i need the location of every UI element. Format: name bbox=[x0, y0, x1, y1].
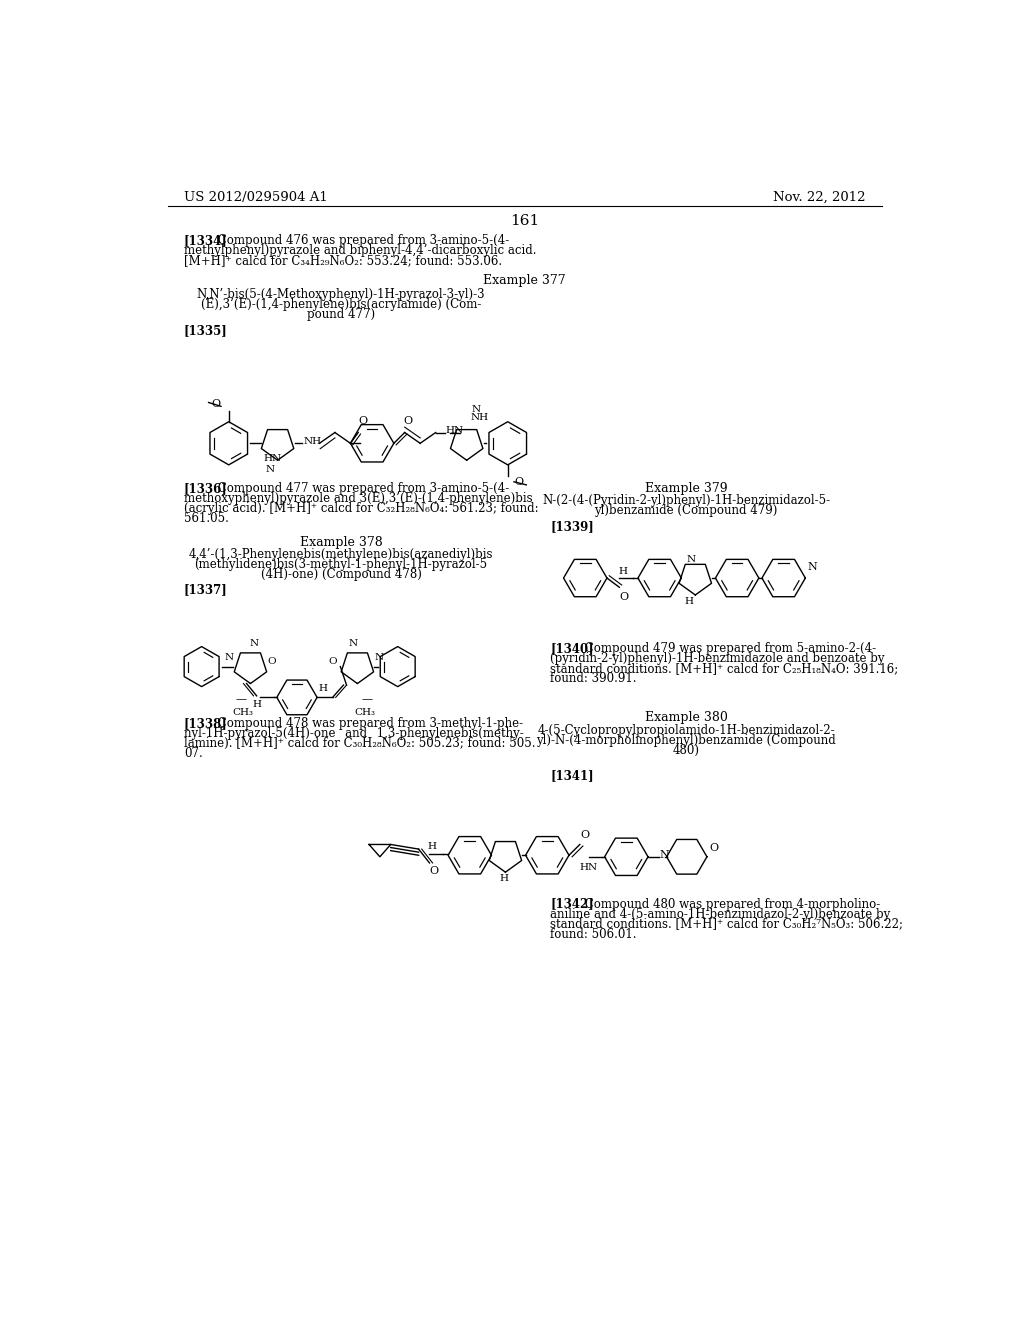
Text: O: O bbox=[429, 866, 438, 876]
Text: [1341]: [1341] bbox=[550, 770, 594, 781]
Text: yl)benzamide (Compound 479): yl)benzamide (Compound 479) bbox=[594, 504, 777, 517]
Text: NH: NH bbox=[471, 413, 488, 422]
Text: N-(2-(4-(Pyridin-2-yl)phenyl)-1H-benzimidazol-5-: N-(2-(4-(Pyridin-2-yl)phenyl)-1H-benzimi… bbox=[542, 494, 830, 507]
Text: [1337]: [1337] bbox=[183, 583, 227, 597]
Text: [1334]: [1334] bbox=[183, 234, 227, 247]
Text: Compound 478 was prepared from 3-methyl-1-phe-: Compound 478 was prepared from 3-methyl-… bbox=[214, 717, 523, 730]
Text: 480): 480) bbox=[673, 743, 699, 756]
Text: NH: NH bbox=[303, 437, 322, 446]
Text: HN: HN bbox=[263, 454, 282, 463]
Text: O: O bbox=[580, 830, 589, 840]
Text: 161: 161 bbox=[510, 214, 540, 228]
Text: [1336]: [1336] bbox=[183, 482, 227, 495]
Text: —: — bbox=[236, 694, 247, 704]
Text: (methylidene)bis(3-methyl-1-phenyl-1H-pyrazol-5: (methylidene)bis(3-methyl-1-phenyl-1H-py… bbox=[195, 558, 487, 572]
Text: N: N bbox=[686, 556, 695, 564]
Text: 07.: 07. bbox=[183, 747, 203, 760]
Text: O: O bbox=[329, 657, 337, 667]
Text: N: N bbox=[265, 465, 274, 474]
Text: O: O bbox=[514, 478, 523, 487]
Text: N: N bbox=[471, 405, 480, 414]
Text: nyl-1H-pyrazol-5(4H)-one  and  1,3-phenylenebis(methy-: nyl-1H-pyrazol-5(4H)-one and 1,3-phenyle… bbox=[183, 726, 523, 739]
Text: standard conditions. [M+H]⁺ calcd for C₂₅H₁₈N₄O: 391.16;: standard conditions. [M+H]⁺ calcd for C₂… bbox=[550, 663, 899, 675]
Text: yl)-N-(4-morpholinophenyl)benzamide (Compound: yl)-N-(4-morpholinophenyl)benzamide (Com… bbox=[537, 734, 836, 747]
Text: (pyridin-2-yl)phenyl)-1H-benzimidazole and benzoate by: (pyridin-2-yl)phenyl)-1H-benzimidazole a… bbox=[550, 652, 885, 665]
Text: Example 380: Example 380 bbox=[644, 711, 727, 725]
Text: O: O bbox=[620, 591, 629, 602]
Text: [1342]: [1342] bbox=[550, 898, 594, 911]
Text: pound 477): pound 477) bbox=[307, 308, 375, 321]
Text: O: O bbox=[212, 400, 221, 409]
Text: H: H bbox=[318, 684, 328, 693]
Text: aniline and 4-(5-amino-1H-benzimidazol-2-yl)benzoate by: aniline and 4-(5-amino-1H-benzimidazol-2… bbox=[550, 908, 891, 920]
Text: HN: HN bbox=[445, 426, 463, 436]
Text: N: N bbox=[250, 639, 259, 648]
Text: Nov. 22, 2012: Nov. 22, 2012 bbox=[773, 190, 866, 203]
Text: O: O bbox=[710, 842, 719, 853]
Text: Compound 480 was prepared from 4-morpholino-: Compound 480 was prepared from 4-morphol… bbox=[581, 898, 880, 911]
Text: [1340]: [1340] bbox=[550, 642, 594, 655]
Text: H: H bbox=[618, 568, 628, 577]
Text: Compound 479 was prepared from 5-amino-2-(4-: Compound 479 was prepared from 5-amino-2… bbox=[581, 642, 876, 655]
Text: Example 377: Example 377 bbox=[483, 275, 566, 286]
Text: O: O bbox=[358, 416, 368, 426]
Text: N: N bbox=[659, 850, 670, 861]
Text: found: 390.91.: found: 390.91. bbox=[550, 672, 637, 685]
Text: N: N bbox=[375, 653, 384, 661]
Text: O: O bbox=[403, 416, 413, 426]
Text: 4,4’-(1,3-Phenylenebis(methylene)bis(azanediyl)bis: 4,4’-(1,3-Phenylenebis(methylene)bis(aza… bbox=[188, 548, 494, 561]
Text: Example 378: Example 378 bbox=[300, 536, 383, 549]
Text: CH₃: CH₃ bbox=[232, 708, 253, 717]
Text: H: H bbox=[500, 874, 508, 883]
Text: N: N bbox=[808, 562, 817, 573]
Text: US 2012/0295904 A1: US 2012/0295904 A1 bbox=[183, 190, 328, 203]
Text: methylphenyl)pyrazole and biphenyl-4,4’-dicarboxylic acid.: methylphenyl)pyrazole and biphenyl-4,4’-… bbox=[183, 244, 537, 257]
Text: Compound 476 was prepared from 3-amino-5-(4-: Compound 476 was prepared from 3-amino-5… bbox=[214, 234, 509, 247]
Text: (acrylic acid). [M+H]⁺ calcd for C₃₂H₂₈N₆O₄: 561.23; found:: (acrylic acid). [M+H]⁺ calcd for C₃₂H₂₈N… bbox=[183, 502, 539, 515]
Text: found: 506.01.: found: 506.01. bbox=[550, 928, 637, 941]
Text: N: N bbox=[349, 639, 358, 648]
Text: HN: HN bbox=[580, 863, 598, 873]
Text: [1338]: [1338] bbox=[183, 717, 227, 730]
Text: O: O bbox=[267, 657, 276, 667]
Text: 561.05.: 561.05. bbox=[183, 512, 228, 525]
Text: N,N’-bis(5-(4-Methoxyphenyl)-1H-pyrazol-3-yl)-3: N,N’-bis(5-(4-Methoxyphenyl)-1H-pyrazol-… bbox=[197, 288, 485, 301]
Text: H: H bbox=[684, 597, 693, 606]
Text: Example 379: Example 379 bbox=[645, 482, 727, 495]
Text: Compound 477 was prepared from 3-amino-5-(4-: Compound 477 was prepared from 3-amino-5… bbox=[214, 482, 509, 495]
Text: standard conditions. [M+H]⁺ calcd for C₃₀H₂⁷N₅O₃: 506.22;: standard conditions. [M+H]⁺ calcd for C₃… bbox=[550, 917, 903, 931]
Text: (4H)-one) (Compound 478): (4H)-one) (Compound 478) bbox=[261, 568, 422, 581]
Text: 4-(5-Cyclopropylpropiolamido-1H-benzimidazol-2-: 4-(5-Cyclopropylpropiolamido-1H-benzimid… bbox=[538, 723, 835, 737]
Text: CH₃: CH₃ bbox=[354, 708, 376, 717]
Text: —: — bbox=[361, 694, 373, 704]
Text: H: H bbox=[428, 842, 437, 850]
Text: [M+H]⁺ calcd for C₃₄H₂₉N₆O₂: 553.24; found: 553.06.: [M+H]⁺ calcd for C₃₄H₂₉N₆O₂: 553.24; fou… bbox=[183, 253, 502, 267]
Text: lamine). [M+H]⁺ calcd for C₃₀H₂₈N₆O₂: 505.23; found: 505.: lamine). [M+H]⁺ calcd for C₃₀H₂₈N₆O₂: 50… bbox=[183, 737, 536, 750]
Text: [1335]: [1335] bbox=[183, 323, 227, 337]
Text: (E),3’(E)-(1,4-phenylene)bis(acrylamide) (Com-: (E),3’(E)-(1,4-phenylene)bis(acrylamide)… bbox=[201, 298, 481, 310]
Text: H: H bbox=[252, 701, 261, 709]
Text: N: N bbox=[224, 653, 233, 661]
Text: [1339]: [1339] bbox=[550, 520, 594, 533]
Text: methoxyphenyl)pyrazole and 3(E),3’(E)-(1,4-phenylene)bis: methoxyphenyl)pyrazole and 3(E),3’(E)-(1… bbox=[183, 492, 532, 504]
